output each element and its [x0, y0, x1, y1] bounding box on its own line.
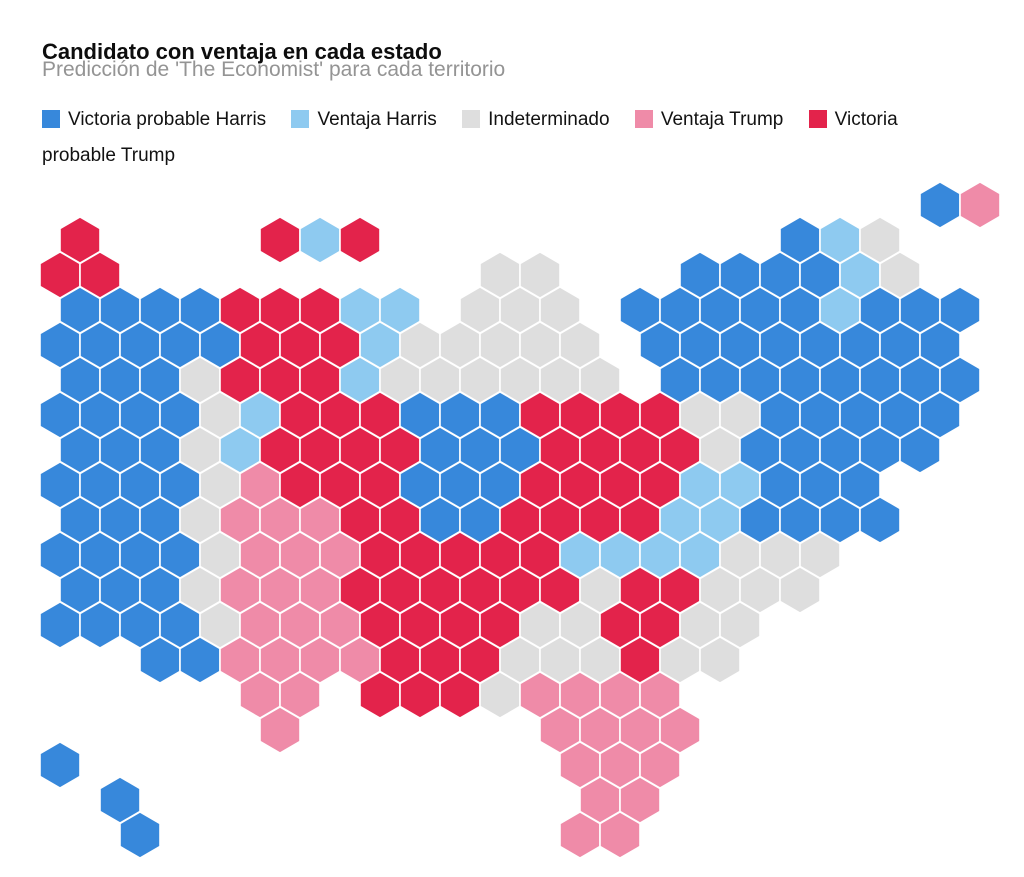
hex-cell-trump_likely — [259, 215, 301, 265]
legend-swatch-tossup-icon — [462, 110, 481, 128]
hex-cell-harris_likely — [39, 740, 81, 790]
legend-item-harris-likely: Victoria probable Harris — [42, 109, 266, 130]
hex-cell-harris_lean — [299, 215, 341, 265]
hex-cell-harris_likely — [919, 180, 961, 230]
hex-cell-trump_likely — [339, 215, 381, 265]
legend-label-harris-lean: Ventaja Harris — [317, 109, 437, 130]
hex-cell-trump_lean — [959, 180, 1001, 230]
page-title: Candidato con ventaja en cada estado — [42, 38, 442, 64]
legend-item-tossup: Indeterminado — [448, 109, 610, 130]
legend-label-harris-likely: Victoria probable Harris — [68, 109, 267, 130]
page-subtitle: Predicción de 'The Economist' para cada … — [42, 58, 506, 81]
legend-label-trump-lean: Ventaja Trump — [660, 109, 784, 130]
legend-swatch-trump-lean-icon — [634, 110, 653, 128]
hex-cell-trump_lean — [599, 810, 641, 860]
hex-cell-harris_likely — [899, 425, 941, 475]
legend-item-trump-lean: Ventaja Trump — [621, 109, 784, 130]
legend-label-tossup: Indeterminado — [488, 109, 610, 130]
legend-label-trump-likely: Victoria probable Trump — [42, 109, 898, 166]
legend-swatch-harris-likely-icon — [42, 110, 60, 128]
hex-cell-harris_likely — [859, 495, 901, 545]
legend-item-harris-lean: Ventaja Harris — [277, 109, 437, 130]
legend-item-trump-likely: Victoria probable Trump — [42, 109, 898, 166]
legend-swatch-harris-lean-icon — [291, 110, 310, 128]
legend-swatch-trump-likely-icon — [808, 110, 827, 128]
hex-cell-tossup — [699, 635, 741, 685]
legend: Victoria probable Harris Ventaja Harris … — [42, 102, 934, 174]
hex-cell-trump_lean — [259, 705, 301, 755]
hex-cell-tossup — [779, 565, 821, 615]
hex-cell-harris_likely — [119, 810, 161, 860]
